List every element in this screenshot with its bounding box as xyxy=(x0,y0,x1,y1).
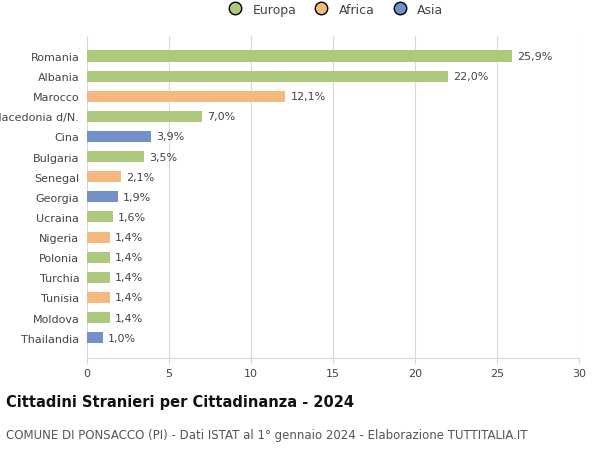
Text: 25,9%: 25,9% xyxy=(517,52,552,62)
Bar xyxy=(87,151,145,163)
Text: 3,9%: 3,9% xyxy=(156,132,184,142)
Bar xyxy=(87,91,286,102)
Text: 1,4%: 1,4% xyxy=(115,273,143,283)
Bar xyxy=(87,51,512,62)
Bar xyxy=(87,112,202,123)
Text: 1,4%: 1,4% xyxy=(115,252,143,263)
Text: 22,0%: 22,0% xyxy=(453,72,488,82)
Text: 1,4%: 1,4% xyxy=(115,293,143,303)
Text: 1,6%: 1,6% xyxy=(118,213,146,223)
Text: 1,0%: 1,0% xyxy=(109,333,136,343)
Bar xyxy=(87,332,103,343)
Bar xyxy=(87,312,110,323)
Bar xyxy=(87,212,113,223)
Bar xyxy=(87,192,118,203)
Text: 2,1%: 2,1% xyxy=(127,172,155,182)
Legend: Europa, Africa, Asia: Europa, Africa, Asia xyxy=(220,1,446,19)
Bar xyxy=(87,172,121,183)
Text: Cittadini Stranieri per Cittadinanza - 2024: Cittadini Stranieri per Cittadinanza - 2… xyxy=(6,394,354,409)
Text: 7,0%: 7,0% xyxy=(207,112,235,122)
Bar xyxy=(87,252,110,263)
Text: 1,4%: 1,4% xyxy=(115,313,143,323)
Text: 3,5%: 3,5% xyxy=(149,152,178,162)
Bar xyxy=(87,72,448,83)
Text: 1,9%: 1,9% xyxy=(123,192,151,202)
Text: COMUNE DI PONSACCO (PI) - Dati ISTAT al 1° gennaio 2024 - Elaborazione TUTTITALI: COMUNE DI PONSACCO (PI) - Dati ISTAT al … xyxy=(6,428,527,442)
Bar xyxy=(87,292,110,303)
Text: 12,1%: 12,1% xyxy=(290,92,326,102)
Text: 1,4%: 1,4% xyxy=(115,233,143,242)
Bar xyxy=(87,132,151,143)
Bar xyxy=(87,232,110,243)
Bar xyxy=(87,272,110,283)
